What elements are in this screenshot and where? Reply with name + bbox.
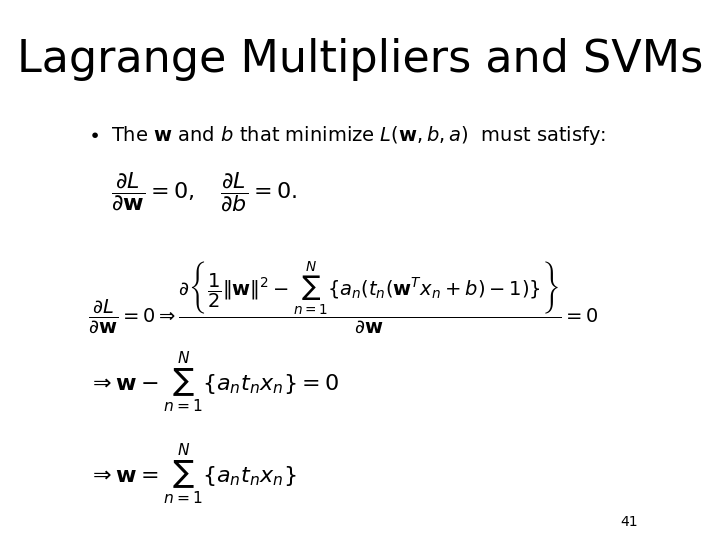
Text: The $\mathbf{w}$ and $b$ that minimize $L(\mathbf{w}, b, \mathbf{\mathit{a}})$  : The $\mathbf{w}$ and $b$ that minimize $…: [112, 124, 606, 147]
Text: $\dfrac{\partial L}{\partial \mathbf{w}} = 0 \Rightarrow \dfrac{\partial \left\{: $\dfrac{\partial L}{\partial \mathbf{w}}…: [88, 259, 598, 335]
Text: $\bullet$: $\bullet$: [88, 124, 99, 143]
Text: Lagrange Multipliers and SVMs: Lagrange Multipliers and SVMs: [17, 38, 703, 81]
Text: $\Rightarrow \mathbf{w} - \sum_{n=1}^{N}\{a_n t_n \mathbf{\mathit{x}}_n\} = 0$: $\Rightarrow \mathbf{w} - \sum_{n=1}^{N}…: [88, 351, 339, 415]
Text: $\dfrac{\partial L}{\partial \mathbf{w}} = 0,\quad \dfrac{\partial L}{\partial b: $\dfrac{\partial L}{\partial \mathbf{w}}…: [112, 170, 297, 214]
Text: 41: 41: [621, 515, 638, 529]
Text: $\Rightarrow \mathbf{w} = \sum_{n=1}^{N}\{a_n t_n \mathbf{\mathit{x}}_n\}$: $\Rightarrow \mathbf{w} = \sum_{n=1}^{N}…: [88, 443, 297, 507]
